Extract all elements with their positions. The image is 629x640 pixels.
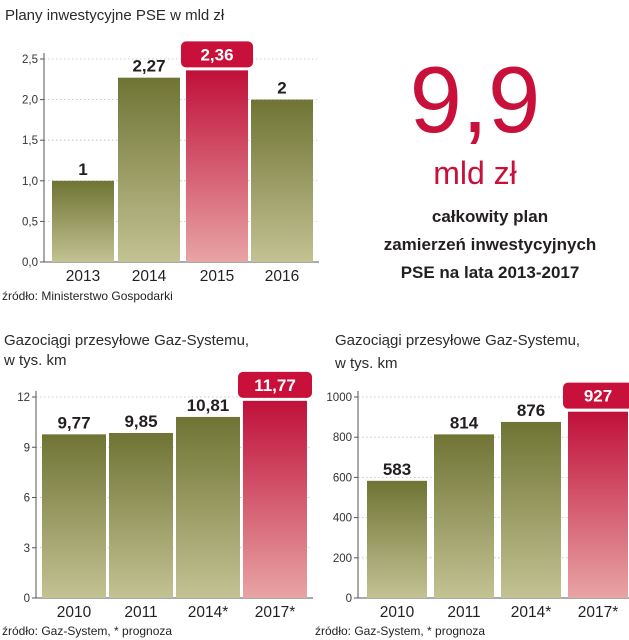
chart-title-line: Plany inwestycyjne PSE w mld zł xyxy=(5,7,225,24)
headline-desc-line-1: całkowity plan xyxy=(432,207,548,226)
bar-2015 xyxy=(186,70,248,262)
data-label: 9,85 xyxy=(124,412,157,431)
y-tick-label: 9 xyxy=(24,442,30,454)
y-tick-label: 2,5 xyxy=(22,54,38,66)
charts-layer: Plany inwestycyjne PSE w mld zł 0,0 0,5 1,0… xyxy=(2,7,629,638)
x-tick-label: 2011 xyxy=(447,604,480,621)
x-tick-label: 2013 xyxy=(66,268,100,285)
bar-2016 xyxy=(251,99,313,262)
bar-2011 xyxy=(109,433,173,598)
x-tick-label: 2015 xyxy=(200,268,234,285)
y-tick-label: 0 xyxy=(346,593,352,605)
bar-2010 xyxy=(42,434,106,598)
headline-desc-line-3: PSE na lata 2013-2017 xyxy=(401,263,580,282)
data-label: 9,77 xyxy=(57,413,90,432)
headline-block: 9,9 mld zł całkowity plan zamierzeń inwe… xyxy=(384,47,597,282)
x-tick-label: 2014 xyxy=(132,268,167,285)
bar-2013 xyxy=(52,180,114,262)
x-tick-label: 2017* xyxy=(578,604,619,621)
y-tick-label: 800 xyxy=(333,432,352,444)
y-tick-label: 2,0 xyxy=(22,95,38,107)
chart-title-line: w tys. km xyxy=(3,352,67,369)
y-tick-label: 0 xyxy=(24,593,30,605)
data-label: 876 xyxy=(517,401,545,420)
headline-value: 9,9 xyxy=(410,47,541,152)
y-tick-label: 12 xyxy=(17,392,30,404)
data-label: 2,36 xyxy=(200,45,233,64)
x-tick-label: 2010 xyxy=(380,604,415,621)
highlight-badge xyxy=(238,371,312,398)
bar-2017f xyxy=(568,411,628,598)
data-label: 11,77 xyxy=(254,376,296,395)
bar-2017f xyxy=(243,400,307,598)
source-note: źródło: Gaz-System, * prognoza xyxy=(315,624,485,638)
highlight-badge xyxy=(563,382,629,409)
chart-title-line: Gazociągi przesyłowe Gaz-Systemu, xyxy=(4,332,249,349)
y-tick-label: 200 xyxy=(333,553,352,565)
bar-chart-3: Gazociągi przesyłowe Gaz-Systemu, w tys. … xyxy=(315,332,629,638)
x-tick-label: 2017* xyxy=(255,604,296,621)
data-label: 927 xyxy=(584,387,612,406)
y-tick-label: 6 xyxy=(24,493,30,505)
data-label: 814 xyxy=(450,413,479,432)
data-label: 10,81 xyxy=(187,396,230,415)
y-tick-label: 400 xyxy=(333,513,352,525)
bar-2011 xyxy=(434,434,494,598)
bar-2014 xyxy=(118,77,180,263)
chart-title-line: Gazociągi przesyłowe Gaz-Systemu, xyxy=(335,332,580,349)
bar-2014f xyxy=(176,416,240,598)
highlight-badge xyxy=(181,41,253,68)
y-tick-label: 600 xyxy=(333,472,352,484)
bar-2014f xyxy=(501,421,561,598)
source-note: źródło: Ministerstwo Gospodarki xyxy=(2,289,173,303)
bar-chart-1: Plany inwestycyjne PSE w mld zł 0,0 0,5 1,0… xyxy=(2,7,319,303)
data-label: 1 xyxy=(78,160,87,179)
y-tick-label: 3 xyxy=(24,543,30,555)
bar-chart-2: Gazociągi przesyłowe Gaz-Systemu, w tys. … xyxy=(2,332,313,638)
x-tick-label: 2010 xyxy=(57,604,92,621)
bar-2010 xyxy=(367,480,427,598)
source-note: źródło: Gaz-System, * prognoza xyxy=(2,624,172,638)
y-tick-label: 0,5 xyxy=(22,216,38,228)
headline-desc-line-2: zamierzeń inwestycyjnych xyxy=(384,235,597,254)
y-tick-label: 1,5 xyxy=(22,135,38,147)
headline-unit: mld zł xyxy=(433,155,517,191)
x-tick-label: 2016 xyxy=(265,268,299,285)
y-tick-label: 0,0 xyxy=(22,257,38,269)
y-tick-label: 1,0 xyxy=(22,176,38,188)
x-tick-label: 2011 xyxy=(124,604,157,621)
chart-title-line: w tys. km xyxy=(334,355,398,372)
x-tick-label: 2014* xyxy=(511,604,552,621)
data-label: 583 xyxy=(383,460,411,479)
x-tick-label: 2014* xyxy=(188,604,229,621)
y-tick-label: 1000 xyxy=(326,392,352,404)
data-label: 2 xyxy=(277,79,286,98)
data-label: 2,27 xyxy=(132,57,165,76)
